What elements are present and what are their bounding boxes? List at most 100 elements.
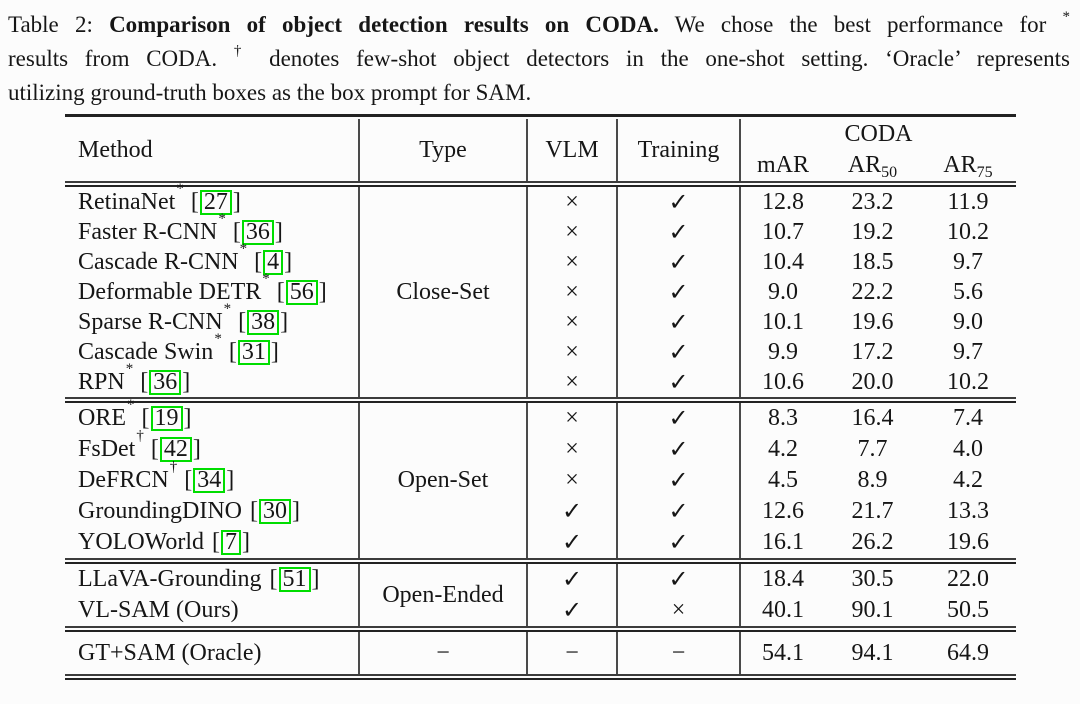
group-rule-row — [65, 397, 1016, 403]
method-name: YOLOWorld — [78, 529, 205, 555]
header-ar75: AR75 — [920, 149, 1016, 181]
training-cell: ✓ — [617, 465, 741, 496]
table-row: Cascade Swin* [31] × ✓ 9.9 17.2 9.7 — [65, 331, 1016, 367]
citation-bracket-close: ] — [182, 368, 191, 395]
ar75-cell: 9.0 — [953, 308, 983, 335]
mar-cell: 8.3 — [768, 405, 798, 431]
citation-link[interactable]: [51] — [270, 566, 320, 592]
table-row: Cascade R-CNN* [4] × ✓ 10.4 18.5 9.7 — [65, 241, 1016, 277]
table-row: DeFRCN† [34] × ✓ 4.5 8.9 4.2 — [65, 460, 1016, 496]
method-cell: Deformable DETR* [56] — [65, 271, 359, 307]
mar-cell: 18.4 — [762, 566, 804, 592]
training-cell: − — [617, 632, 741, 674]
ar50-cell: 90.1 — [851, 597, 894, 623]
citation-link[interactable]: [56] — [277, 279, 327, 305]
citation-number: 30 — [258, 499, 291, 524]
ar50-cell: 7.7 — [857, 436, 888, 462]
method-cell: ORE* [19] — [65, 398, 359, 434]
table-row: GT+SAM (Oracle)[] − − − 54.1 94.1 64.9 — [65, 632, 1016, 674]
method-cell: YOLOWorld [7] — [65, 527, 359, 558]
training-cell: ✓ — [617, 564, 741, 595]
header-vlm: VLM — [527, 119, 618, 181]
citation-number: 4 — [263, 249, 284, 275]
vlm-cell: × — [527, 217, 618, 247]
ar50-cell: 19.2 — [851, 218, 894, 245]
mar-cell: 10.4 — [762, 248, 804, 275]
citation-number: 36 — [149, 369, 182, 395]
header-method: Method — [78, 136, 153, 163]
citation-link[interactable]: [27] — [191, 189, 241, 215]
citation-number: 19 — [150, 406, 183, 431]
citation-bracket-open: [ — [238, 308, 247, 335]
method-cell: Cascade R-CNN* [4] — [65, 241, 359, 277]
table-row: RPN* [36] × ✓ 10.6 20.0 10.2 — [65, 361, 1016, 397]
citation-link[interactable]: [34] — [184, 467, 234, 493]
citation-bracket-open: [ — [190, 188, 199, 215]
citation-bracket-close: ] — [242, 529, 251, 555]
group-oracle: GT+SAM (Oracle)[] − − − 54.1 94.1 64.9 — [65, 632, 1016, 674]
caption-bold-title: Comparison of object detection results o… — [109, 12, 659, 37]
mar-cell: 12.6 — [762, 498, 804, 524]
citation-link[interactable]: [19] — [142, 405, 192, 431]
method-cell: GT+SAM (Oracle)[] — [65, 632, 359, 674]
method-name: Sparse R-CNN — [78, 308, 223, 335]
caption-asterisk-sup: * — [1062, 9, 1071, 26]
vlm-cell: − — [527, 632, 618, 674]
citation-link[interactable]: [38] — [238, 309, 288, 335]
vlm-cell: ✓ — [527, 527, 618, 558]
mar-cell: 9.9 — [768, 338, 798, 365]
citation-link[interactable]: [30] — [250, 498, 300, 524]
citation-bracket-open: [ — [141, 405, 150, 431]
method-name: RetinaNet — [78, 188, 176, 215]
table-row: VL-SAM (Ours)[] ✓ × 40.1 90.1 50.5 — [65, 595, 1016, 626]
mar-cell: 10.1 — [762, 308, 804, 335]
table-row: Sparse R-CNN* [38] × ✓ 10.1 19.6 9.0 — [65, 301, 1016, 337]
ar75-cell: 5.6 — [953, 278, 983, 305]
method-name: LLaVA-Grounding — [78, 566, 262, 592]
header-coda: CODA — [844, 120, 913, 147]
vlm-cell: × — [527, 187, 618, 217]
training-cell: ✓ — [617, 527, 741, 558]
citation-bracket-close: ] — [291, 498, 300, 524]
results-table: Method Type VLM Training CODA mAR AR50 A… — [65, 114, 1016, 680]
ar50-cell: 17.2 — [851, 338, 894, 365]
citation-number: 36 — [241, 219, 274, 245]
training-cell: ✓ — [617, 187, 741, 217]
group-separator-rule — [65, 397, 1016, 403]
citation-bracket-close: ] — [226, 467, 235, 493]
table-row: Deformable DETR* [56] × ✓ 9.0 22.2 5.6 — [65, 271, 1016, 307]
ar75-cell: 4.2 — [953, 467, 983, 493]
citation-link[interactable]: [36] — [233, 219, 283, 245]
citation-link[interactable]: [36] — [140, 369, 190, 395]
method-cell: GroundingDINO [30] — [65, 496, 359, 527]
mar-cell: 10.6 — [762, 368, 804, 395]
header-type: Type — [358, 119, 528, 181]
citation-link[interactable]: [7] — [212, 529, 250, 555]
method-name: Faster R-CNN — [78, 218, 218, 245]
method-sup-mark: * — [176, 180, 184, 197]
training-cell: ✓ — [617, 367, 741, 397]
type-cell: Open-Ended — [358, 564, 528, 626]
method-name: ORE — [78, 405, 126, 431]
table-row: Faster R-CNN* [36] × ✓ 10.7 19.2 10.2 — [65, 211, 1016, 247]
citation-number: 27 — [199, 189, 232, 215]
citation-link[interactable]: [31] — [229, 339, 279, 365]
citation-bracket-open: [ — [212, 529, 221, 555]
citation-link[interactable]: [4] — [254, 249, 292, 275]
training-cell: ✓ — [617, 217, 741, 247]
group-rule-row — [65, 558, 1016, 564]
mar-cell: 9.0 — [768, 278, 798, 305]
method-sup-mark: * — [127, 397, 135, 413]
vlm-cell: ✓ — [527, 564, 618, 595]
ar50-cell: 19.6 — [851, 308, 894, 335]
ar75-cell: 9.7 — [953, 338, 983, 365]
training-cell: ✓ — [617, 247, 741, 277]
top-rule — [65, 114, 1016, 119]
ar50-cell: 21.7 — [851, 498, 894, 524]
citation-link[interactable]: [42] — [151, 436, 201, 462]
method-sup-mark: * — [214, 330, 222, 347]
ar50-cell: 8.9 — [857, 467, 888, 493]
training-cell: ✓ — [617, 277, 741, 307]
ar75-base: AR — [943, 151, 977, 178]
citation-bracket-close: ] — [192, 436, 201, 462]
